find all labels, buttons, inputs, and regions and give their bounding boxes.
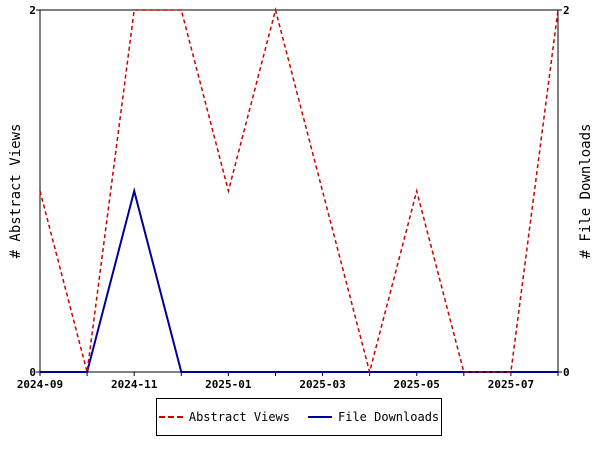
y-axes: 0 2 0 2 xyxy=(29,4,569,379)
x-axis: 2024-09 2024-11 2025-01 2025-03 2025-05 2025-… xyxy=(17,372,559,391)
legend-item-file-downloads: File Downloads xyxy=(308,410,439,424)
right-y-tick-label: 0 xyxy=(563,366,570,379)
x-tick-label: 2024-11 xyxy=(111,378,158,391)
x-tick-label: 2025-07 xyxy=(488,378,534,391)
legend-label-file-downloads: File Downloads xyxy=(338,410,440,424)
series-line-abstract-views xyxy=(39,7,559,375)
right-y-tick-label: 2 xyxy=(563,4,570,17)
legend-swatch-file-downloads xyxy=(308,416,332,418)
x-tick-label: 2025-03 xyxy=(299,378,345,391)
left-y-tick-label: 0 xyxy=(29,366,36,379)
legend-swatch-abstract-views xyxy=(158,416,183,418)
x-tick-label: 2025-05 xyxy=(394,378,440,391)
plot-area xyxy=(39,9,559,373)
series-lines xyxy=(39,7,559,375)
left-axis-title: # Abstract Views xyxy=(8,124,24,259)
legend-label-abstract-views: Abstract Views xyxy=(188,410,290,424)
x-tick-label: 2025-01 xyxy=(205,378,252,391)
x-tick-label: 2024-09 xyxy=(17,378,63,391)
legend-item-abstract-views: Abstract Views xyxy=(158,410,290,424)
legend: Abstract Views File Downloads xyxy=(156,398,442,436)
right-axis-title: # File Downloads xyxy=(578,124,594,259)
left-y-tick-label: 2 xyxy=(29,4,36,17)
